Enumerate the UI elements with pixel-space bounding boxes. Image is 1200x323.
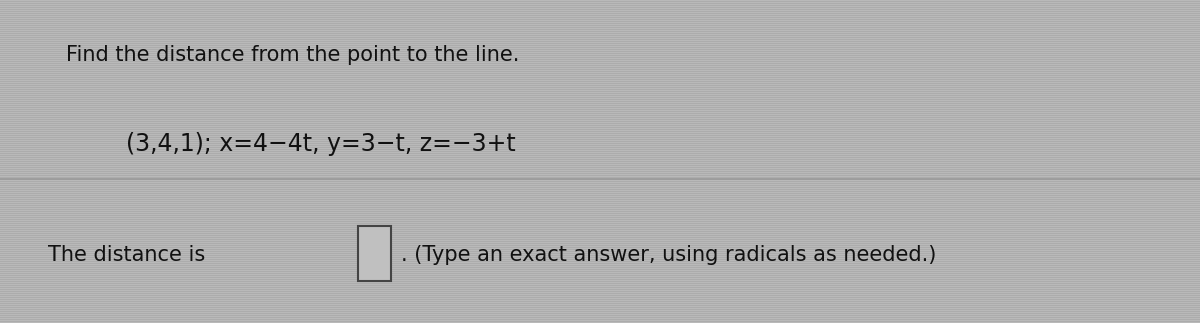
FancyBboxPatch shape xyxy=(358,226,391,281)
Text: . (Type an exact answer, using radicals as needed.): . (Type an exact answer, using radicals … xyxy=(401,245,936,265)
Text: The distance is: The distance is xyxy=(48,245,205,265)
Text: (3,4,1); x=4−4t, y=3−t, z=−3+t: (3,4,1); x=4−4t, y=3−t, z=−3+t xyxy=(126,132,516,156)
Text: Find the distance from the point to the line.: Find the distance from the point to the … xyxy=(66,45,520,65)
